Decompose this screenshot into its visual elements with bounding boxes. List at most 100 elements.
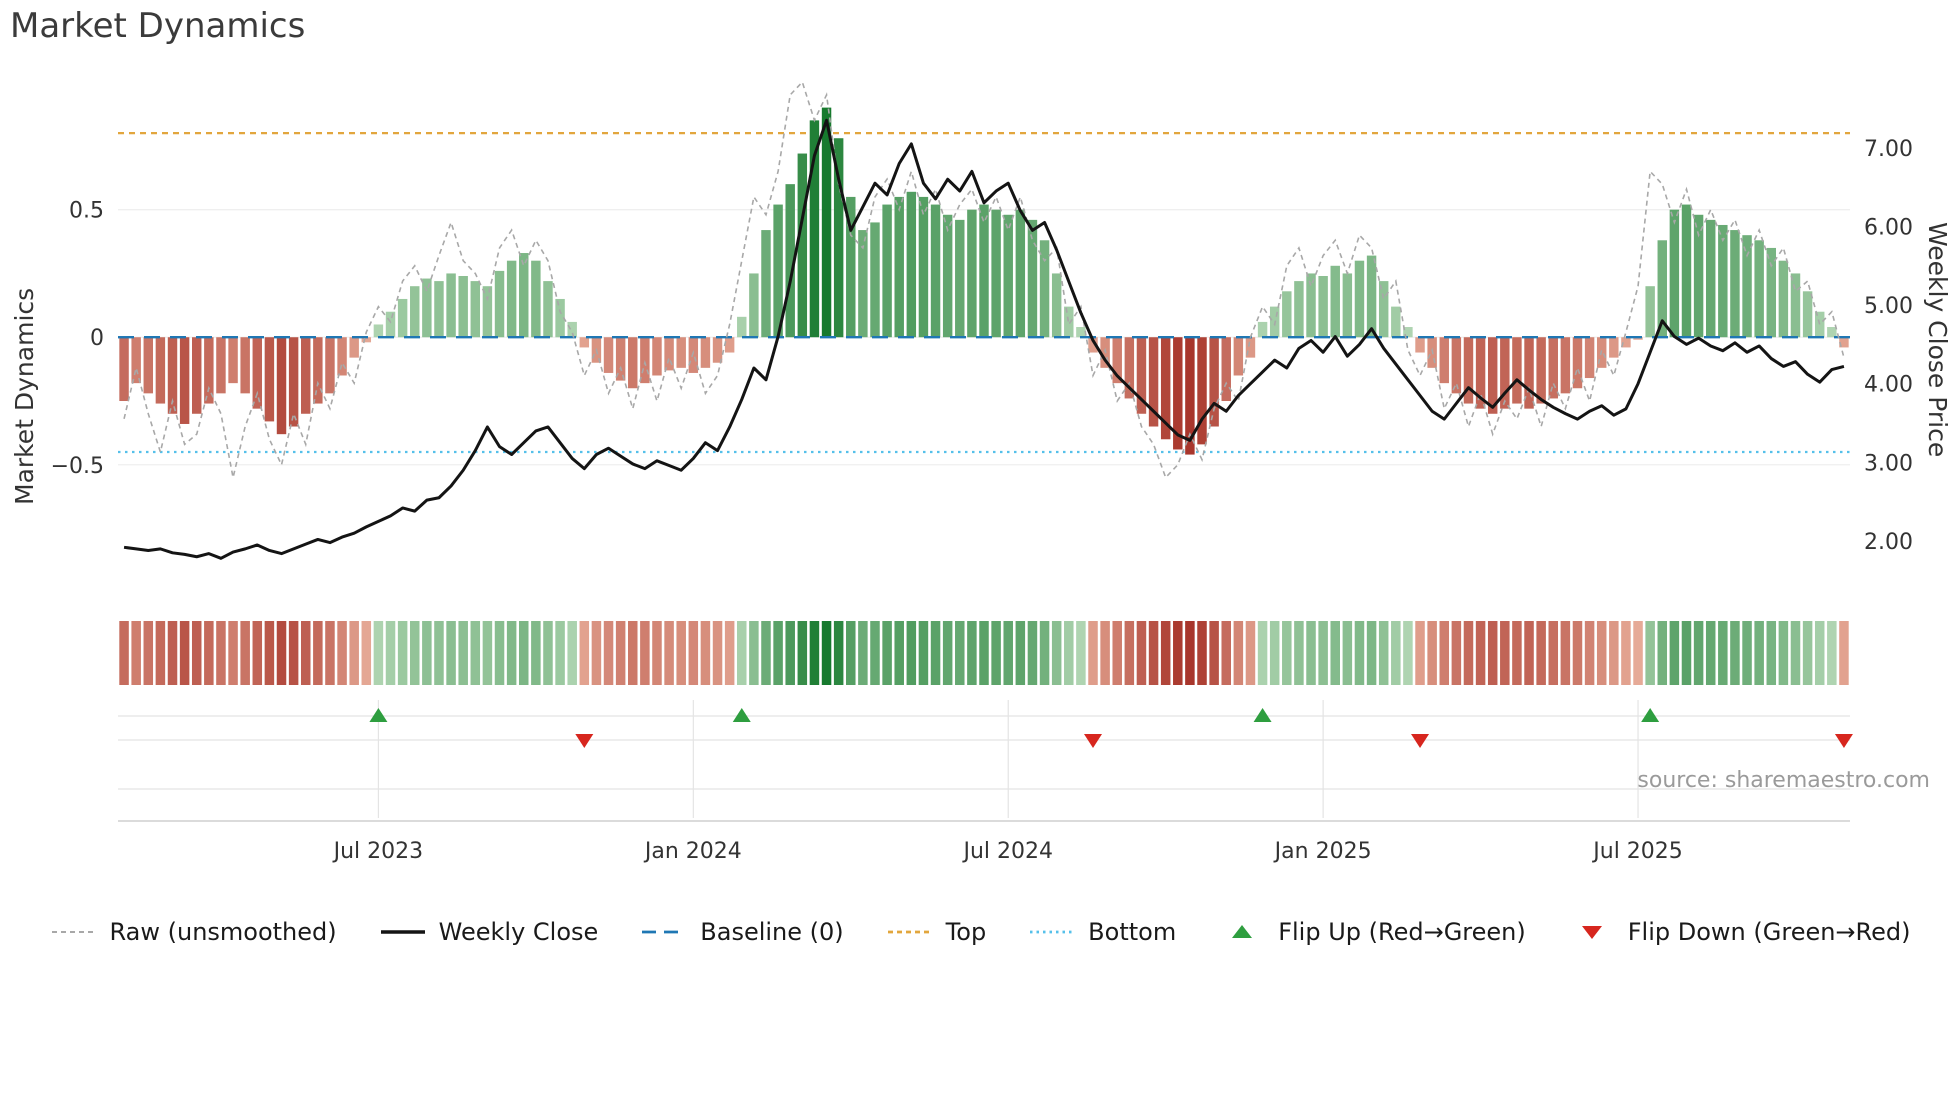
oscillator-bar xyxy=(1693,214,1704,338)
oscillator-bar xyxy=(1342,273,1353,338)
oscillator-bar xyxy=(797,153,808,338)
oscillator-bar xyxy=(1536,337,1546,404)
heatmap-cell xyxy=(434,621,444,685)
flip-down-icon xyxy=(1084,734,1103,748)
oscillator-bar xyxy=(519,253,529,338)
heatmap-cell xyxy=(1391,621,1401,685)
x-tick-label: Jul 2023 xyxy=(332,839,424,864)
oscillator-bar xyxy=(155,337,166,404)
heatmap-cell xyxy=(1609,621,1619,685)
oscillator-bar xyxy=(143,337,154,394)
regime-heatmap xyxy=(119,621,1849,685)
heatmap-cell xyxy=(482,621,493,685)
oscillator-bar xyxy=(1257,321,1268,338)
heatmap-cell xyxy=(1088,621,1098,685)
heatmap-cell xyxy=(1233,621,1244,685)
oscillator-bar xyxy=(216,337,226,394)
oscillator-bar xyxy=(628,337,638,389)
oscillator-bar xyxy=(918,196,929,338)
flip-down-icon xyxy=(1834,734,1853,748)
oscillator-bar xyxy=(543,281,553,338)
heatmap-cell xyxy=(191,621,202,685)
flip-down-icon xyxy=(1411,734,1430,748)
oscillator-bar xyxy=(1548,337,1558,399)
heatmap-cell xyxy=(1766,621,1777,685)
legend-label: Weekly Close xyxy=(438,918,599,946)
oscillator-bar xyxy=(967,209,977,338)
heatmap-cell xyxy=(603,621,614,685)
right-tick-label: 4.00 xyxy=(1864,373,1913,398)
oscillator-bar xyxy=(434,281,444,338)
oscillator-bar xyxy=(1354,260,1365,338)
heatmap-cell xyxy=(785,621,795,685)
oscillator-bar xyxy=(1136,337,1147,414)
oscillator-bar xyxy=(1766,247,1776,338)
heatmap-cell xyxy=(385,621,396,685)
heatmap-cell xyxy=(1245,621,1256,685)
heatmap-cell xyxy=(1003,621,1013,685)
heatmap-cell xyxy=(1076,621,1086,685)
heatmap-cell xyxy=(1633,621,1643,685)
oscillator-bar xyxy=(979,204,989,338)
oscillator-bar xyxy=(373,324,384,338)
heatmap-cell xyxy=(906,621,917,685)
heatmap-cell xyxy=(1730,621,1740,685)
heatmap-cell xyxy=(1124,621,1135,685)
heatmap-cell xyxy=(1015,621,1026,685)
oscillator-bar xyxy=(1391,306,1401,338)
heatmap-cell xyxy=(1427,621,1437,685)
oscillator-bar xyxy=(1657,240,1667,338)
oscillator-bar xyxy=(603,337,614,373)
oscillator-bar xyxy=(785,184,795,338)
plot-area: 0.5 0 −0.5 7.00 6.00 5.00 4.00 3.00 2.00 Jul 2023… xyxy=(51,80,1913,864)
heatmap-cell xyxy=(955,621,965,685)
oscillator-bar xyxy=(264,337,275,422)
oscillator-bar xyxy=(1790,273,1801,338)
heatmap-cell xyxy=(1160,621,1171,685)
oscillator-bar xyxy=(664,337,674,371)
legend-label: Baseline (0) xyxy=(700,918,844,946)
heatmap-cell xyxy=(615,621,626,685)
oscillator-bar xyxy=(119,337,129,402)
heatmap-cell xyxy=(1378,621,1389,685)
oscillator-bar xyxy=(179,337,190,424)
heatmap-cell xyxy=(1681,621,1692,685)
right-tick-label: 6.00 xyxy=(1864,215,1913,240)
oscillator-bar xyxy=(737,316,747,338)
heatmap-cell xyxy=(627,621,638,685)
oscillator-bar xyxy=(1681,204,1692,338)
oscillator-bar xyxy=(676,337,686,368)
heatmap-cell xyxy=(1548,621,1559,685)
heatmap-cell xyxy=(700,621,711,685)
legend-label: Flip Down (Green→Red) xyxy=(1627,918,1911,946)
oscillator-bar xyxy=(991,209,1001,338)
oscillator-bar xyxy=(1415,337,1425,353)
marker-panel xyxy=(118,700,1853,822)
heatmap-cell xyxy=(761,621,771,685)
heatmap-cell xyxy=(228,621,238,685)
oscillator-bar xyxy=(1306,273,1316,338)
oscillator-bar xyxy=(228,337,238,384)
oscillator-bar xyxy=(1003,214,1013,338)
heatmap-cell xyxy=(1560,621,1571,685)
oscillator-bar xyxy=(894,196,904,338)
oscillator-bar xyxy=(942,214,953,338)
heatmap-cell xyxy=(252,621,263,685)
reference-lines xyxy=(118,132,1850,454)
heatmap-cell xyxy=(300,621,311,685)
oscillator-bar xyxy=(712,337,723,363)
oscillator-bar xyxy=(1282,291,1292,338)
oscillator-bar xyxy=(397,298,408,338)
oscillator-bar xyxy=(1633,337,1643,340)
heatmap-cell xyxy=(409,621,420,685)
heatmap-cell xyxy=(894,621,904,685)
heatmap-cell xyxy=(1451,621,1462,685)
oscillator-bar xyxy=(385,311,396,338)
legend-label: Raw (unsmoothed) xyxy=(109,918,337,946)
heatmap-cell xyxy=(591,621,602,685)
heatmap-cell xyxy=(1039,621,1050,685)
oscillator-bar xyxy=(494,270,505,338)
heatmap-cell xyxy=(1221,621,1231,685)
oscillator-bar xyxy=(337,337,347,376)
